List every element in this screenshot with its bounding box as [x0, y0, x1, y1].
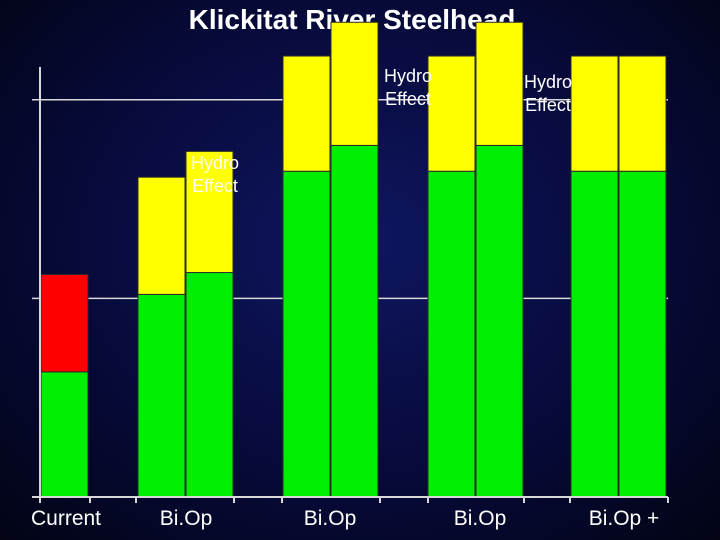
- annotation-hydro-effect: Hydro Effect: [524, 72, 572, 115]
- bar-segment-green: [475, 144, 524, 498]
- bar-segment-yellow: [185, 150, 234, 274]
- bar-segment-yellow: [475, 21, 524, 146]
- bar-segment-green: [185, 272, 234, 498]
- x-tick-label: Bi.Op: [454, 507, 507, 530]
- bar-segment-green: [330, 144, 379, 498]
- bar-segment-yellow: [427, 55, 476, 172]
- bar-segment-yellow: [330, 21, 379, 146]
- bar-segment-yellow: [137, 176, 186, 295]
- bar-segment-yellow: [570, 55, 619, 172]
- x-tick-label: Bi.Op: [304, 507, 357, 530]
- annotation-hydro-effect: Hydro Effect: [384, 66, 432, 109]
- bar-segment-green: [427, 170, 476, 498]
- x-tick-label: Bi.Op: [160, 507, 213, 530]
- bar-segment-green: [618, 170, 667, 498]
- bar-segment-green: [570, 170, 619, 498]
- bar-segment-green: [40, 371, 89, 498]
- x-tick-label: Bi.Op +: [589, 507, 660, 530]
- bar-segment-yellow: [618, 55, 667, 172]
- bar-segment-yellow: [282, 55, 331, 172]
- bar-segment-green: [282, 170, 331, 498]
- bar-segment-green: [137, 293, 186, 498]
- bar-segment-red: [40, 274, 89, 373]
- x-tick-label: Current: [31, 507, 101, 530]
- annotation-hydro-effect: Hydro Effect: [191, 153, 239, 196]
